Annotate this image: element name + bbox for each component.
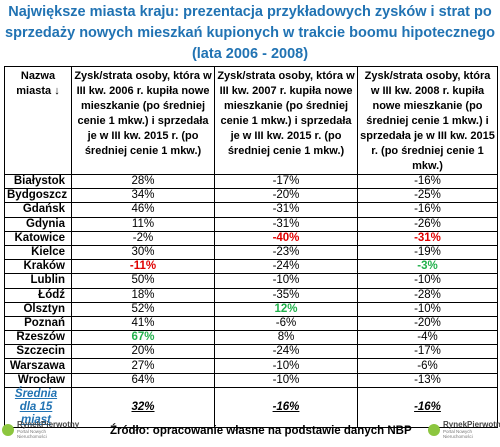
value-cell: -16% (357, 202, 498, 218)
city-cell: Gdańsk (4, 202, 72, 218)
table-row: Olsztyn 52% 12% -10% (4, 301, 498, 317)
value-cell: -19% (357, 244, 498, 261)
city-cell: Średnia dla 15 miast (4, 386, 72, 428)
city-cell: Poznań (4, 315, 72, 332)
value-cell: 64% (71, 372, 215, 388)
value-cell: -10% (214, 372, 358, 388)
value-cell: -31% (357, 230, 498, 246)
city-cell: Wrocław (4, 372, 72, 388)
value-cell: 8% (214, 330, 358, 346)
header-cell: Zysk/strata osoby, która w III kw. 2008 … (357, 66, 498, 175)
table-body: Białystok 28% -17% -16% Bydgoszcz 34% -20% -25%… (4, 173, 498, 428)
value-cell: 46% (71, 202, 215, 218)
value-cell: 30% (71, 244, 215, 261)
value-cell: -35% (214, 287, 358, 303)
logo-tagline: Portal Nowych Nieruchomości (443, 429, 473, 439)
table-row: Białystok 28% -17% -16% (4, 173, 498, 190)
value-cell: -16% (214, 386, 358, 428)
value-cell: -4% (357, 330, 498, 346)
table-row: Lublin 50% -10% -10% (4, 273, 498, 289)
title: Największe miasta kraju: prezentacja prz… (5, 4, 495, 62)
table-row: Kraków -11% -24% -3% (4, 259, 498, 275)
value-cell: 34% (71, 188, 215, 204)
value-cell: 12% (214, 301, 358, 317)
value-cell: -17% (214, 173, 358, 190)
city-cell: Bydgoszcz (4, 188, 72, 204)
value-cell: -40% (214, 230, 358, 246)
value-cell: -20% (357, 315, 498, 332)
value-cell: -16% (357, 173, 498, 190)
value-cell: -2% (71, 230, 215, 246)
value-cell: -3% (357, 259, 498, 275)
value-cell: -20% (214, 188, 358, 204)
table-row: Bydgoszcz 34% -20% -25% (4, 188, 498, 204)
city-cell: Łódź (4, 287, 72, 303)
value-cell: -24% (214, 344, 358, 360)
value-cell: -31% (214, 216, 358, 232)
logo-icon (2, 424, 14, 436)
value-cell: -10% (214, 358, 358, 374)
table-row: Warszawa 27% -10% -6% (4, 358, 498, 374)
header-row: Nazwa miasta ↓ Zysk/strata osoby, która w… (4, 66, 498, 175)
city-cell: Rzeszów (4, 330, 72, 346)
city-cell: Warszawa (4, 358, 72, 374)
city-cell: Kraków (4, 259, 72, 275)
header-cell: Nazwa miasta ↓ (4, 66, 72, 175)
logo-icon (428, 424, 440, 436)
value-cell: 67% (71, 330, 215, 346)
value-cell: -16% (357, 386, 498, 428)
logo: RynekPierwotny Portal Nowych Nieruchomośc… (428, 420, 500, 439)
table-row: Katowice -2% -40% -31% (4, 230, 498, 246)
value-cell: -10% (214, 273, 358, 289)
city-cell: Gdynia (4, 216, 72, 232)
city-cell: Lublin (4, 273, 72, 289)
value-cell: -25% (357, 188, 498, 204)
logo-name: RynekPierwotny (443, 420, 500, 429)
value-cell: 50% (71, 273, 215, 289)
value-cell: -31% (214, 202, 358, 218)
value-cell: -24% (214, 259, 358, 275)
value-cell: -28% (357, 287, 498, 303)
logo: RynekPierwotny Portal Nowych Nieruchomośc… (2, 420, 80, 439)
logo-name: RynekPierwotny (17, 420, 80, 429)
table-row: Rzeszów 67% 8% -4% (4, 330, 498, 346)
table-row: Wrocław 64% -10% -13% (4, 372, 498, 388)
value-cell: 41% (71, 315, 215, 332)
city-cell: Białystok (4, 173, 72, 190)
value-cell: -17% (357, 344, 498, 360)
value-cell: -26% (357, 216, 498, 232)
header-cell: Zysk/strata osoby, która w III kw. 2006 … (71, 66, 215, 175)
value-cell: -6% (357, 358, 498, 374)
value-cell: -6% (214, 315, 358, 332)
table-row: Szczecin 20% -24% -17% (4, 344, 498, 360)
value-cell: 28% (71, 173, 215, 190)
city-cell: Szczecin (4, 344, 72, 360)
header-cell: Zysk/strata osoby, która w III kw. 2007 … (214, 66, 358, 175)
table-row: Poznań 41% -6% -20% (4, 315, 498, 332)
table-row: Gdynia 11% -31% -26% (4, 216, 498, 232)
table-row: Łódź 18% -35% -28% (4, 287, 498, 303)
value-cell: 18% (71, 287, 215, 303)
value-cell: -11% (71, 259, 215, 275)
value-cell: -23% (214, 244, 358, 261)
table-row: Gdańsk 46% -31% -16% (4, 202, 498, 218)
value-cell: 20% (71, 344, 215, 360)
average-row: Średnia dla 15 miast 32% -16% -16% (4, 386, 498, 428)
city-cell: Kielce (4, 244, 72, 261)
source: Źródło: opracowanie własne na podstawie … (110, 425, 412, 437)
city-cell: Olsztyn (4, 301, 72, 317)
table: Nazwa miasta ↓ Zysk/strata osoby, która w… (4, 66, 498, 428)
table-row: Kielce 30% -23% -19% (4, 244, 498, 261)
value-cell: -10% (357, 301, 498, 317)
value-cell: 27% (71, 358, 215, 374)
value-cell: 32% (71, 386, 215, 428)
logo-tagline: Portal Nowych Nieruchomości (17, 429, 47, 439)
value-cell: 11% (71, 216, 215, 232)
value-cell: -10% (357, 273, 498, 289)
city-cell: Katowice (4, 230, 72, 246)
value-cell: 52% (71, 301, 215, 317)
value-cell: -13% (357, 372, 498, 388)
